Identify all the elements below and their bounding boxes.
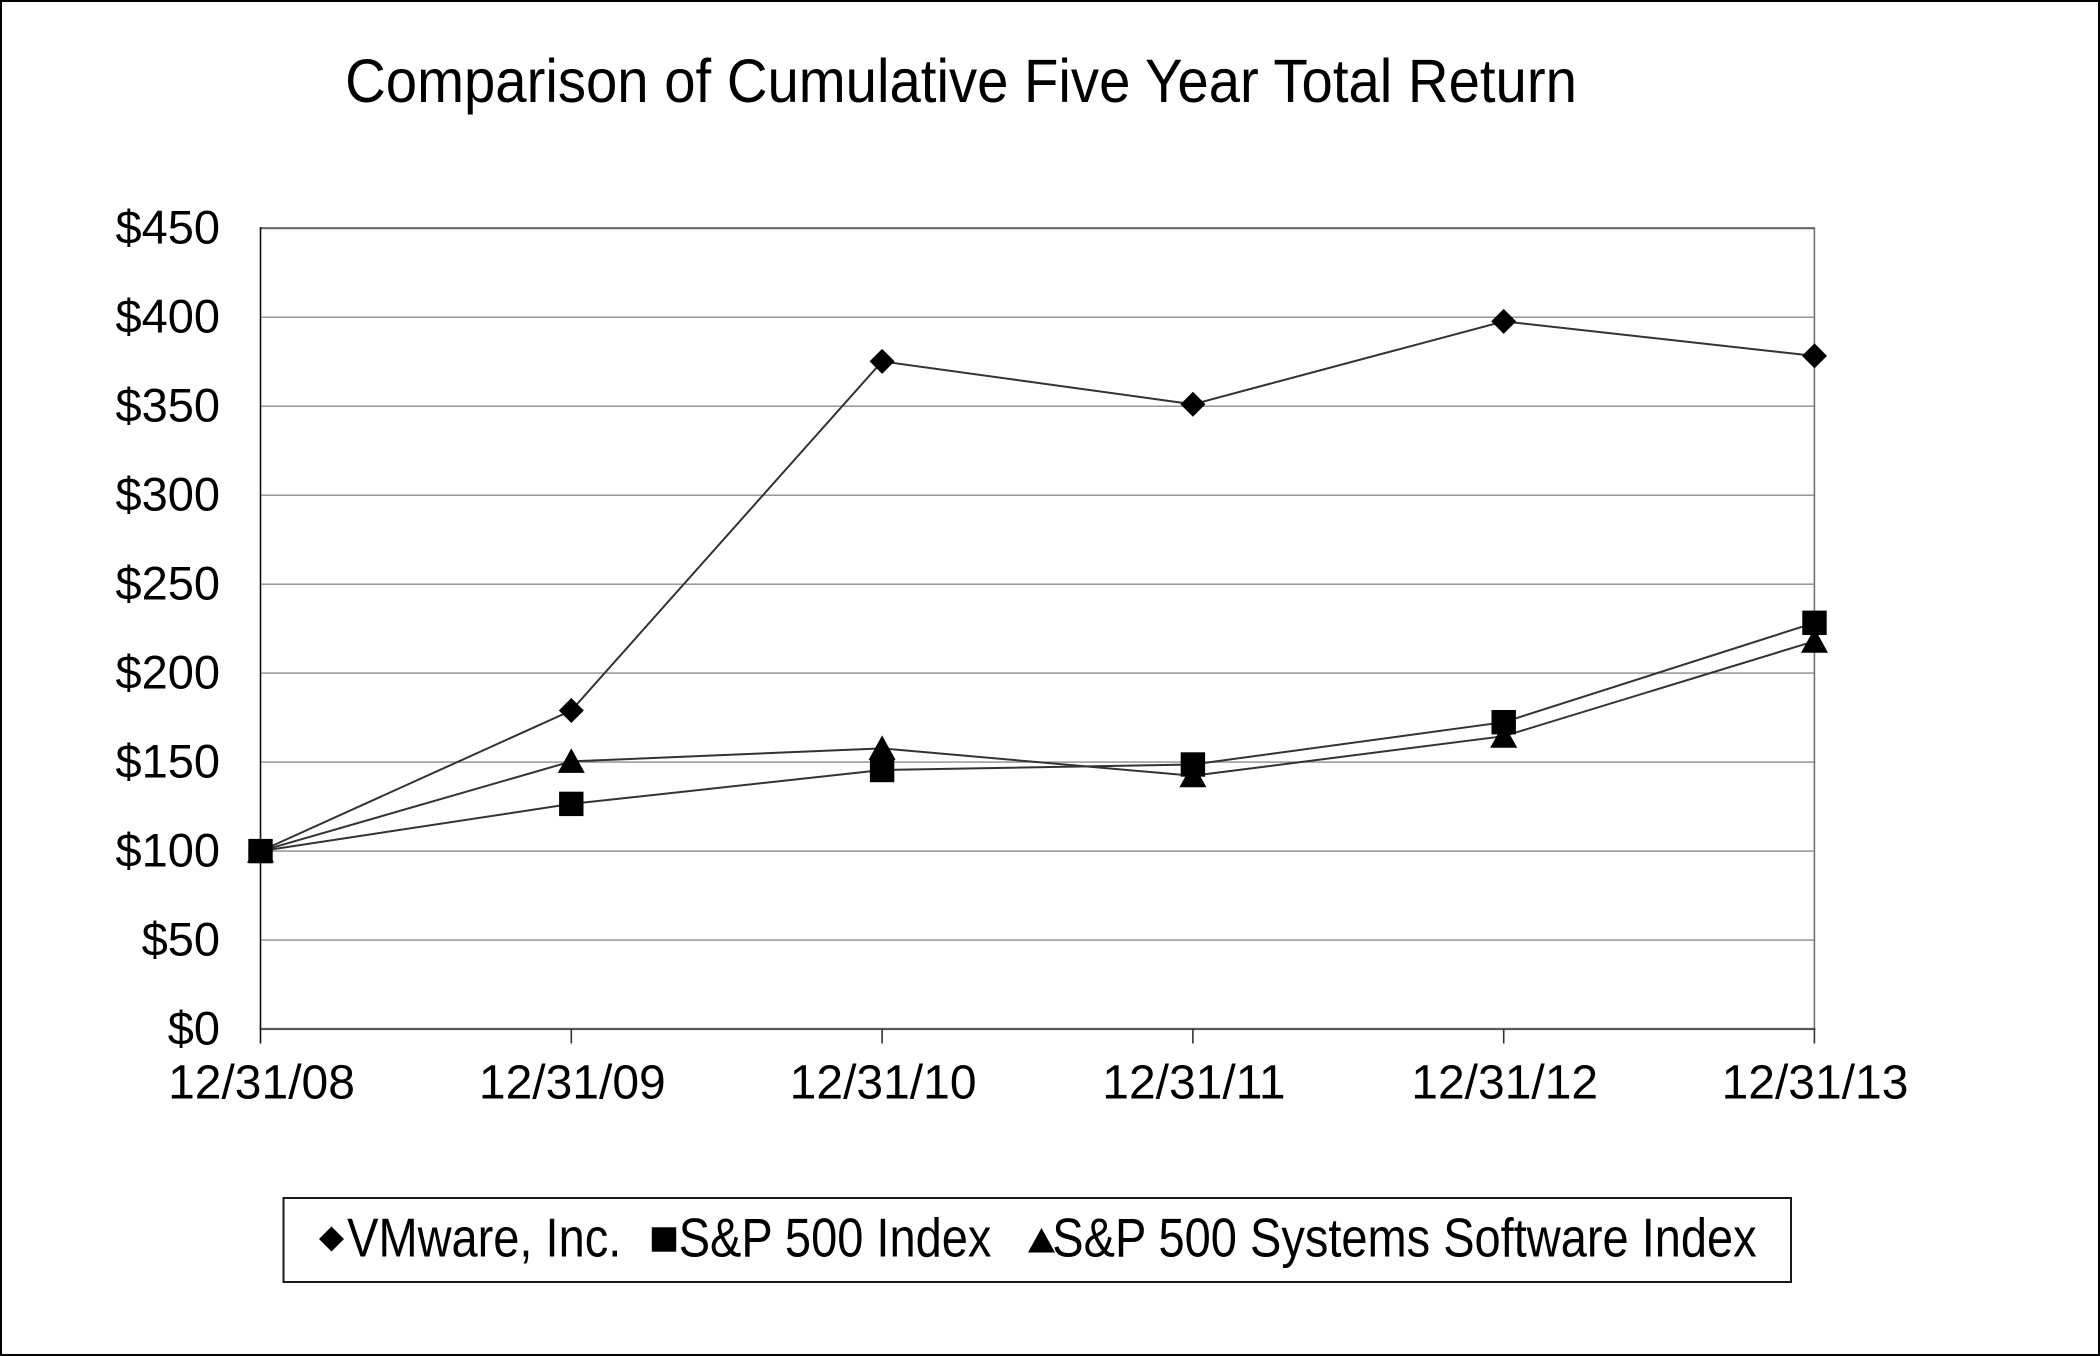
svg-text:$150: $150 xyxy=(115,735,220,788)
svg-text:$250: $250 xyxy=(115,557,220,610)
svg-text:$200: $200 xyxy=(115,646,220,699)
svg-text:$400: $400 xyxy=(115,290,220,343)
svg-text:12/31/13: 12/31/13 xyxy=(1722,1057,1909,1110)
svg-text:$300: $300 xyxy=(115,468,220,521)
svg-text:$50: $50 xyxy=(142,913,220,966)
svg-text:12/31/08: 12/31/08 xyxy=(168,1057,355,1110)
svg-text:12/31/11: 12/31/11 xyxy=(1102,1057,1285,1110)
svg-text:$450: $450 xyxy=(115,201,220,254)
svg-text:12/31/10: 12/31/10 xyxy=(790,1057,977,1110)
svg-text:12/31/12: 12/31/12 xyxy=(1411,1057,1598,1110)
svg-text:12/31/09: 12/31/09 xyxy=(479,1057,666,1110)
svg-text:S&P 500 Systems Software Index: S&P 500 Systems Software Index xyxy=(1052,1207,1757,1268)
svg-text:$100: $100 xyxy=(115,824,220,877)
svg-text:S&P 500 Index: S&P 500 Index xyxy=(679,1207,992,1268)
svg-text:$350: $350 xyxy=(115,379,220,432)
svg-text:VMware, Inc.: VMware, Inc. xyxy=(347,1207,621,1268)
svg-text:$0: $0 xyxy=(168,1002,220,1055)
svg-text:Comparison of Cumulative Five: Comparison of Cumulative Five Year Total… xyxy=(345,48,1577,116)
